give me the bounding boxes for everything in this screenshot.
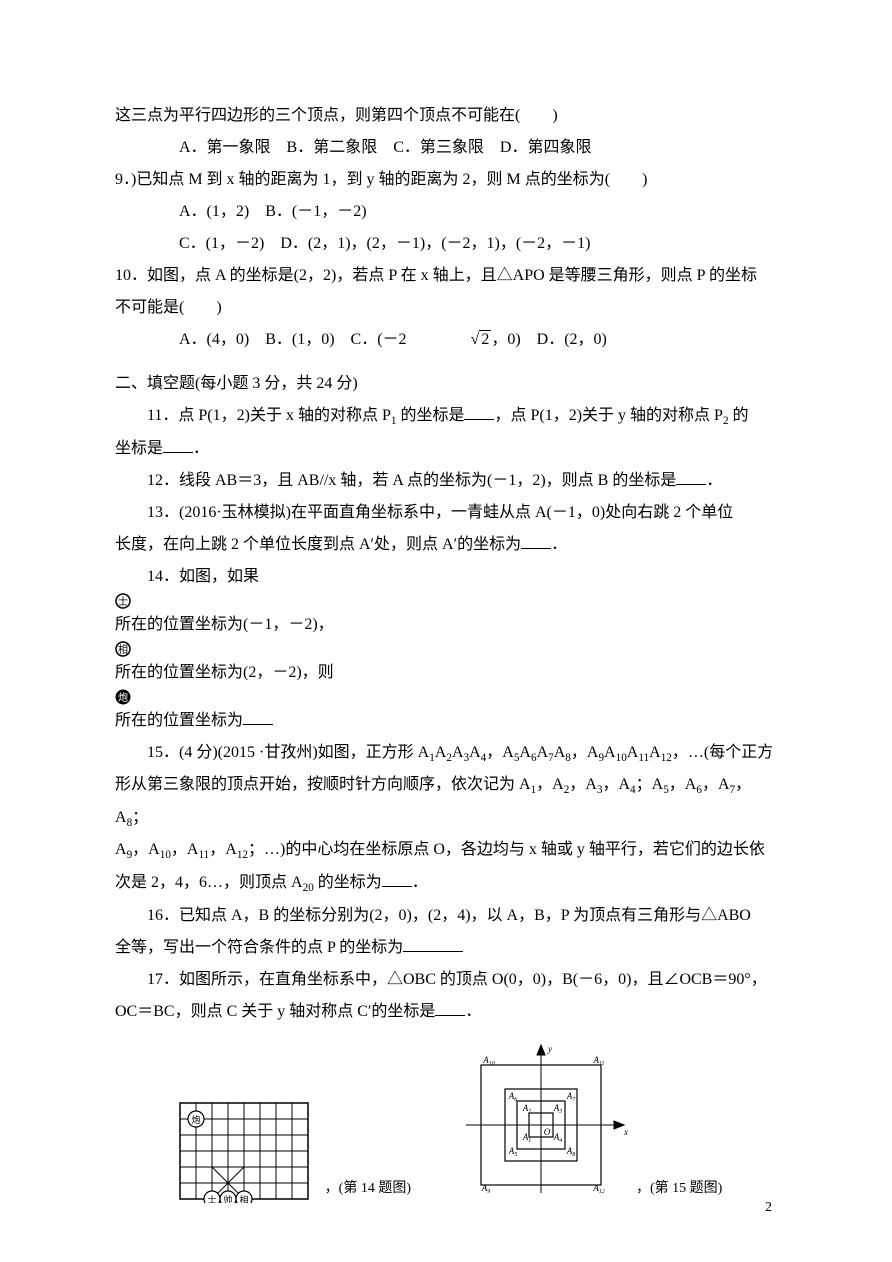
- blank-fill: [243, 709, 273, 725]
- q15-t: ，A: [569, 776, 597, 793]
- q11: 11．点 P(1，2)关于 x 轴的对称点 P1 的坐标是，点 P(1，2)关于…: [115, 400, 777, 433]
- q15-t: ；…)的中心均在坐标原点 O，各边均与 x 轴或 y 轴平行，若它们的边长依: [248, 841, 765, 858]
- q8-options: A．第一象限 B．第二象限 C．第三象限 D．第四象限: [115, 132, 777, 164]
- svg-text:A1: A1: [522, 1132, 532, 1144]
- q10-line2: 不可能是( ): [115, 292, 777, 324]
- q15-t: ，…(每个正方: [672, 744, 773, 761]
- blank-fill: [435, 1000, 465, 1016]
- q10-opt-b: ，0) D．(2，0): [491, 331, 607, 348]
- svg-text:相: 相: [118, 643, 128, 656]
- svg-text:A3: A3: [553, 1103, 563, 1115]
- svg-text:炮: 炮: [191, 1114, 200, 1125]
- q17-line1: 17．如图所示，在直角坐标系中，△OBC 的顶点 O(0，0)，B(－6，0)，…: [115, 964, 777, 996]
- q17-line2: OC＝BC，则点 C 关于 y 轴对称点 C′的坐标是．: [115, 996, 777, 1028]
- q15-t: ，A: [132, 841, 160, 858]
- q11-line2: 坐标是．: [115, 433, 777, 465]
- svg-text:A4: A4: [553, 1132, 563, 1144]
- blank-fill: [676, 469, 706, 485]
- q15-t: 形从第三象限的顶点开始，按顺时针方向顺序，依次记为 A: [115, 776, 531, 793]
- q14-text-a: 14．如图，如果: [147, 568, 259, 585]
- svg-text:帅: 帅: [223, 1194, 232, 1203]
- q13-line2: 长度，在向上跳 2 个单位长度到点 A′处，则点 A′的坐标为．: [115, 529, 777, 561]
- q15-t: ，A: [536, 776, 564, 793]
- svg-text:A6: A6: [508, 1091, 518, 1103]
- svg-text:A5: A5: [508, 1146, 518, 1158]
- q14-line1: 14．如图，如果士所在的位置坐标为(－1，－2)， 相所在的位置坐标为(2，－2)…: [115, 561, 777, 705]
- q15-t: ；: [132, 809, 148, 826]
- piece-icon-3: 炮: [115, 689, 131, 705]
- q12-text: 12．线段 AB＝3，且 AB//x 轴，若 A 点的坐标为(－1，2)，则点 …: [147, 472, 676, 489]
- svg-text:O: O: [544, 1127, 551, 1137]
- q15-line2: 形从第三象限的顶点开始，按顺时针方向顺序，依次记为 A1，A2，A3，A4；A5…: [115, 769, 777, 834]
- q15-line1: 15．(4 分)(2015 ·甘孜州)如图，正方形 A1A2A3A4，A5A6A…: [115, 737, 777, 770]
- q17-text-b: OC＝BC，则点 C 关于 y 轴对称点 C′的坐标是: [115, 1003, 435, 1020]
- q14-text-c: 所在的位置坐标为(2，－2)，则: [115, 664, 334, 681]
- figure-15: y x O A1 A2 A3 A4 A5 A6 A7 A8 A9 A10 A11…: [451, 1043, 722, 1203]
- blank-fill: [464, 404, 494, 420]
- q10-opt-a: A．(4，0) B．(1，0) C．(－2: [179, 331, 407, 348]
- svg-text:炮: 炮: [118, 691, 128, 704]
- q15-t: ，A: [702, 776, 730, 793]
- svg-text:A7: A7: [566, 1091, 577, 1103]
- q15-t: ，A: [486, 744, 514, 761]
- q11-text-c: ，点 P(1，2)关于 y 轴的对称点 P: [494, 407, 722, 424]
- q8-continuation: 这三点为平行四边形的三个顶点，则第四个顶点不可能在( ): [115, 100, 777, 132]
- piece-icon-1: 士: [115, 593, 131, 609]
- q13-line1: 13．(2016·玉林模拟)在平面直角坐标系中，一青蛙从点 A(－1，0)处向右…: [115, 497, 777, 529]
- q10-options: A．(4，0) B．(1，0) C．(－22，0) D．(2，0): [115, 324, 777, 356]
- svg-text:士: 士: [118, 595, 128, 608]
- q10-line1: 10．如图，点 A 的坐标是(2，2)，若点 P 在 x 轴上，且△APO 是等…: [115, 260, 777, 292]
- q15-line4: 次是 2，4，6…，则顶点 A20 的坐标为．: [115, 867, 777, 900]
- q15-t: ，A: [209, 841, 237, 858]
- q12: 12．线段 AB＝3，且 AB//x 轴，若 A 点的坐标为(－1，2)，则点 …: [115, 465, 777, 497]
- blank-fill: [163, 437, 193, 453]
- q11-text-b: 的坐标是: [396, 407, 464, 424]
- q15-t: 15．(4 分)(2015 ·甘孜州)如图，正方形 A: [147, 744, 429, 761]
- blank-fill: [403, 936, 463, 952]
- q9-options-1: A．(1，2) B．(－1，－2): [115, 196, 777, 228]
- section2-header: 二、填空题(每小题 3 分，共 24 分): [115, 368, 777, 400]
- q16-line1: 16．已知点 A，B 的坐标分别为(2，0)，(2，4)，以 A，B，P 为顶点…: [115, 900, 777, 932]
- q15-line3: A9，A10，A11，A12；…)的中心均在坐标原点 O，各边均与 x 轴或 y…: [115, 834, 777, 867]
- svg-text:A8: A8: [566, 1146, 576, 1158]
- q15-t: ，A: [669, 776, 697, 793]
- figure-14-label: ，(第 14 题图): [325, 1175, 411, 1203]
- figure-14: 炮 士 帅 相 ，(第 14 题图): [170, 1093, 411, 1203]
- q9: 9．)已知点 M 到 x 轴的距离为 1，到 y 轴的距离为 2，则 M 点的坐…: [115, 164, 777, 196]
- coord-squares-icon: y x O A1 A2 A3 A4 A5 A6 A7 A8 A9 A10 A11…: [451, 1043, 631, 1203]
- figures-row: 炮 士 帅 相 ，(第 14 题图): [115, 1043, 777, 1203]
- q13-text-b: 长度，在向上跳 2 个单位长度到点 A′处，则点 A′的坐标为: [115, 536, 521, 553]
- page-number: 2: [765, 1194, 772, 1222]
- page-content: 这三点为平行四边形的三个顶点，则第四个顶点不可能在( ) A．第一象限 B．第二…: [115, 100, 777, 1203]
- q15-t: 次是 2，4，6…，则顶点 A: [115, 874, 303, 891]
- q11-text-e: 坐标是: [115, 440, 163, 457]
- q15-t: ，A: [571, 744, 599, 761]
- q15-t: ，A: [171, 841, 199, 858]
- q15-t: ；A: [636, 776, 664, 793]
- grid-board-icon: 炮 士 帅 相: [170, 1093, 320, 1203]
- svg-text:A12: A12: [592, 1183, 605, 1195]
- svg-text:A2: A2: [522, 1103, 532, 1115]
- q14-text-b: 所在的位置坐标为(－1，－2)，: [115, 616, 334, 633]
- q15-t: 的坐标为: [314, 874, 382, 891]
- q11-text-a: 11．点 P(1，2)关于 x 轴的对称点 P: [147, 407, 391, 424]
- q16-text-b: 全等，写出一个符合条件的点 P 的坐标为: [115, 939, 403, 956]
- figure-15-label: ，(第 15 题图): [636, 1175, 722, 1203]
- q11-text-d: 的: [729, 407, 749, 424]
- blank-fill: [521, 533, 551, 549]
- sqrt-icon: 2: [407, 324, 492, 356]
- svg-text:相: 相: [239, 1194, 248, 1203]
- blank-fill: [382, 871, 412, 887]
- q15-t: ，A: [602, 776, 630, 793]
- q14-text-d: 所在的位置坐标为: [115, 712, 243, 729]
- svg-text:士: 士: [207, 1194, 216, 1203]
- q14-line2: 所在的位置坐标为: [115, 705, 777, 737]
- q16-line2: 全等，写出一个符合条件的点 P 的坐标为: [115, 932, 777, 964]
- piece-icon-2: 相: [115, 641, 131, 657]
- q9-options-2: C．(1，－2) D．(2，1)，(2，－1)，(－2，1)，(－2，－1): [115, 228, 777, 260]
- svg-text:x: x: [623, 1127, 628, 1137]
- svg-text:y: y: [547, 1044, 552, 1054]
- q15-t: A: [115, 841, 127, 858]
